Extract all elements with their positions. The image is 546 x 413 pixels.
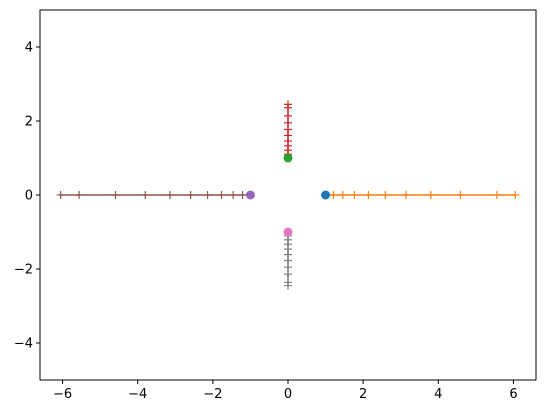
series-2-marker bbox=[111, 191, 120, 199]
series-3-marker bbox=[284, 281, 292, 290]
series-2-marker bbox=[229, 191, 238, 199]
series-0-marker bbox=[338, 191, 347, 199]
y-tick-label: 2 bbox=[25, 115, 33, 130]
series-1-marker bbox=[284, 118, 292, 127]
y-tick-label: −2 bbox=[14, 263, 33, 278]
ticks-layer: −6 −4 −2 0 2 4 6 −4 −2 0 2 4 bbox=[14, 41, 518, 403]
plot-frame bbox=[39, 9, 537, 381]
series-2-marker bbox=[186, 191, 195, 199]
x-tick-label: −6 bbox=[53, 387, 72, 402]
series-2-marker bbox=[141, 191, 150, 199]
series-0-marker bbox=[329, 191, 338, 199]
series-2-marker bbox=[56, 191, 65, 199]
series-0-marker bbox=[492, 191, 501, 199]
point-0 bbox=[321, 190, 331, 200]
series-2-marker bbox=[75, 191, 84, 199]
series-layer bbox=[56, 100, 520, 290]
series-3-marker bbox=[284, 263, 292, 272]
series-0-marker bbox=[426, 191, 435, 199]
series-1-marker bbox=[284, 100, 292, 109]
point-2 bbox=[245, 190, 255, 200]
x-tick-label: 4 bbox=[434, 387, 442, 402]
series-2-marker bbox=[166, 191, 175, 199]
series-2-marker bbox=[238, 191, 247, 199]
y-tick-label: −4 bbox=[14, 337, 33, 352]
x-tick-label: 0 bbox=[284, 387, 292, 402]
x-tick-label: 2 bbox=[359, 387, 367, 402]
series-0-marker bbox=[381, 191, 390, 199]
point-1 bbox=[283, 153, 293, 163]
series-0-marker bbox=[364, 191, 373, 199]
series-3-marker bbox=[284, 270, 292, 279]
series-0-marker bbox=[350, 191, 359, 199]
series-0-marker bbox=[456, 191, 465, 199]
y-tick-label: 4 bbox=[25, 41, 33, 56]
series-2-marker bbox=[203, 191, 212, 199]
series-0-marker bbox=[401, 191, 410, 199]
y-tick-label: 0 bbox=[25, 189, 33, 204]
point-3 bbox=[283, 227, 293, 237]
points-layer bbox=[245, 153, 331, 237]
x-tick-label: −2 bbox=[203, 387, 222, 402]
series-1-marker bbox=[284, 111, 292, 120]
x-tick-label: −4 bbox=[128, 387, 147, 402]
series-0-marker bbox=[511, 191, 520, 199]
x-tick-label: 6 bbox=[509, 387, 517, 402]
series-2-marker bbox=[217, 191, 226, 199]
